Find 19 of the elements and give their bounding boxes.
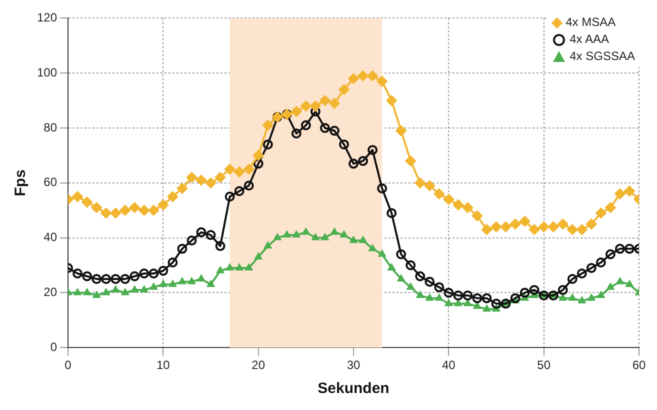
y-axis-title: Fps (12, 170, 30, 196)
x-tick-label: 60 (632, 358, 646, 372)
y-tick-label: 100 (36, 65, 58, 80)
x-tick-label: 40 (442, 358, 456, 372)
x-tick-label: 0 (64, 358, 72, 372)
y-tick-label: 120 (36, 10, 58, 25)
x-tick-label: 30 (346, 358, 361, 372)
y-tick-label: 20 (44, 285, 58, 300)
y-tick-label: 80 (44, 120, 58, 134)
legend-label: 4x SGSSAA (570, 49, 635, 63)
x-tick-label: 10 (156, 358, 170, 372)
y-tick-label: 0 (50, 340, 58, 354)
x-tick-label: 20 (252, 358, 266, 372)
legend-label: 4x AAA (570, 32, 609, 46)
y-tick-label: 60 (44, 175, 58, 190)
y-tick-label: 40 (44, 230, 58, 244)
x-axis-title: Sekunden (318, 380, 390, 398)
legend-label: 4x MSAA (566, 15, 616, 29)
x-tick-label: 50 (537, 358, 551, 372)
